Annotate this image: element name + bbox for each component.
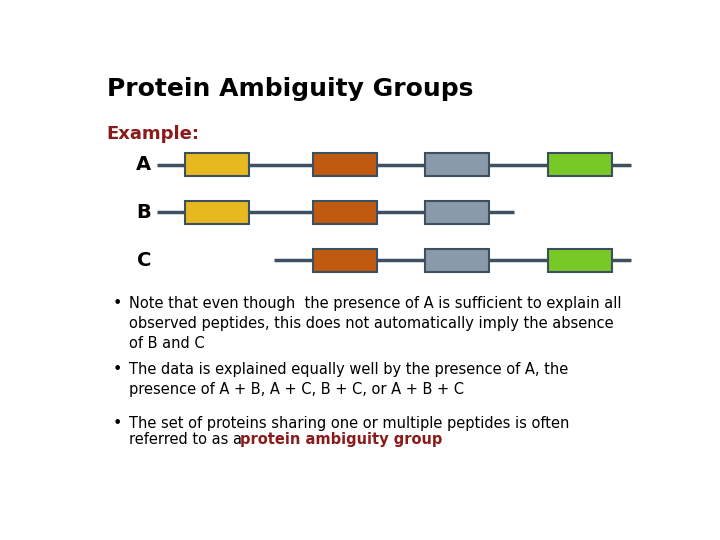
Text: Protein Ambiguity Groups: Protein Ambiguity Groups	[107, 77, 473, 102]
Text: The set of proteins sharing one or multiple peptides is often: The set of proteins sharing one or multi…	[129, 416, 570, 431]
Text: B: B	[137, 203, 151, 222]
Bar	[185, 201, 249, 224]
Bar	[313, 201, 377, 224]
Bar	[547, 249, 612, 272]
Text: referred to as a: referred to as a	[129, 432, 247, 447]
Text: Note that even though  the presence of A is sufficient to explain all
observed p: Note that even though the presence of A …	[129, 295, 621, 352]
Bar	[425, 201, 489, 224]
Text: A: A	[136, 155, 151, 174]
Text: •: •	[112, 362, 122, 377]
Bar	[547, 153, 612, 176]
Text: •: •	[112, 416, 122, 431]
Bar	[425, 249, 489, 272]
Bar	[313, 249, 377, 272]
Bar	[185, 153, 249, 176]
Text: The data is explained equally well by the presence of A, the
presence of A + B, : The data is explained equally well by th…	[129, 362, 568, 397]
Bar	[313, 153, 377, 176]
Text: Example:: Example:	[107, 125, 199, 143]
Text: protein ambiguity group: protein ambiguity group	[240, 432, 442, 447]
Bar	[425, 153, 489, 176]
Text: •: •	[112, 295, 122, 310]
Text: C: C	[137, 251, 151, 269]
